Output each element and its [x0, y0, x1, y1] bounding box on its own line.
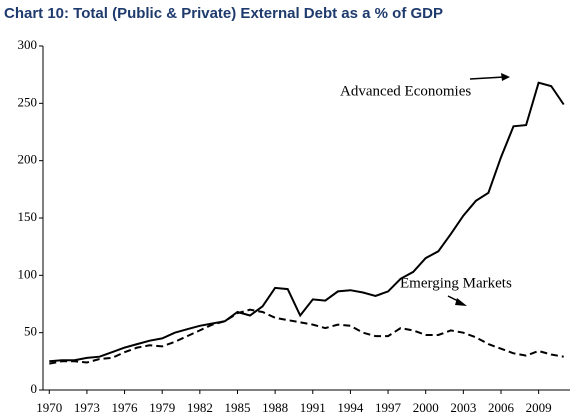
arrow: [469, 76, 505, 80]
x-tick-label: 1970: [36, 400, 62, 415]
x-tick-label: 1976: [112, 400, 139, 415]
y-tick-label: 200: [18, 152, 38, 167]
arrow-head: [501, 73, 510, 81]
series-line: [49, 81, 565, 363]
y-tick-label: 150: [18, 209, 38, 224]
arrow-head: [455, 298, 467, 306]
x-tick-label: 1994: [337, 400, 364, 415]
series-line: [49, 308, 564, 365]
x-tick-label: 1985: [224, 400, 250, 415]
x-tick-label: 2000: [413, 400, 439, 415]
x-tick-label: 1991: [300, 400, 326, 415]
series-label: Advanced Economies: [340, 83, 471, 99]
y-tick-label: 300: [18, 37, 38, 52]
x-tick-label: 2003: [450, 400, 476, 415]
series-label: Emerging Markets: [400, 275, 512, 291]
y-tick-label: 50: [24, 324, 37, 339]
y-tick-label: 250: [18, 94, 38, 109]
y-tick-label: 100: [18, 266, 38, 281]
x-tick-label: 1997: [375, 400, 402, 415]
x-tick-label: 2006: [488, 400, 515, 415]
x-tick-label: 1988: [262, 400, 288, 415]
y-tick-label: 0: [31, 381, 38, 396]
x-tick-label: 1982: [187, 400, 213, 415]
chart-title: Chart 10: Total (Public & Private) Exter…: [4, 5, 443, 22]
x-tick-label: 2009: [526, 400, 552, 415]
x-tick-label: 1973: [74, 400, 100, 415]
x-tick-label: 1979: [149, 400, 175, 415]
